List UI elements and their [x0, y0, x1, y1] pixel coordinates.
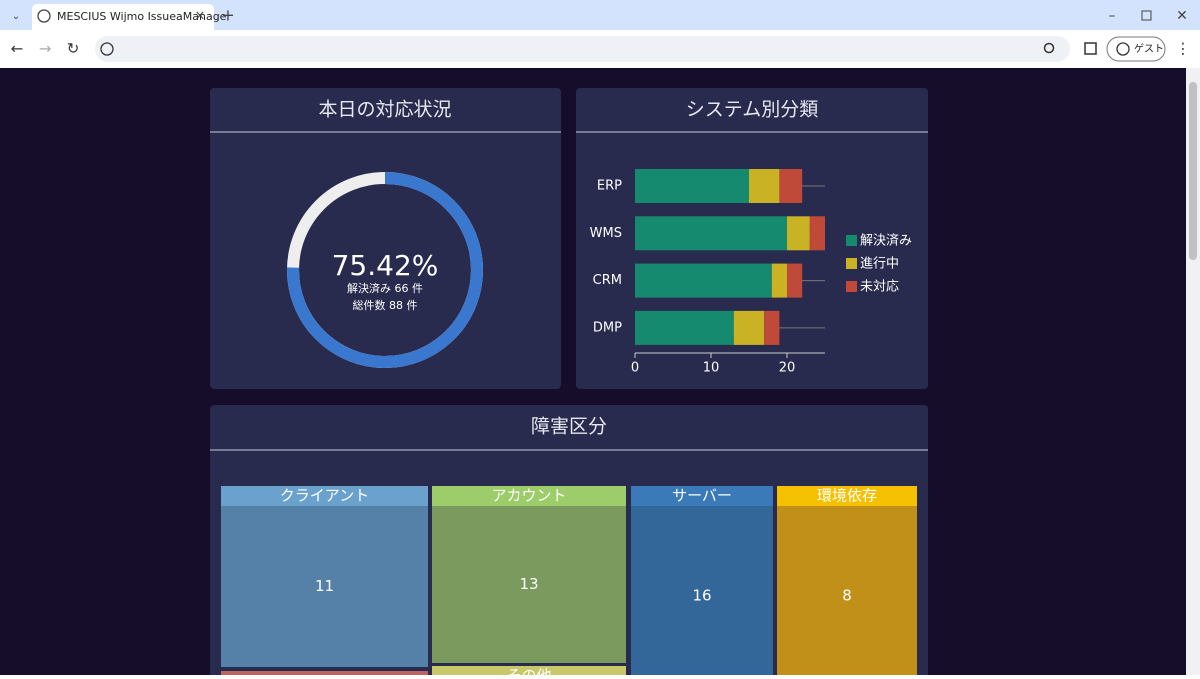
legend-label: 未対応: [860, 280, 899, 295]
treemap-value: 16: [692, 587, 711, 605]
bar-segment: [733, 310, 765, 345]
treemap-label: クライアント: [280, 487, 369, 505]
treemap-cell: [631, 506, 773, 679]
site-info[interactable]: [100, 42, 114, 56]
y-tick-label: DMP: [593, 320, 622, 335]
treemap-value: 8: [842, 587, 852, 605]
new-tab[interactable]: +: [221, 6, 234, 25]
forward[interactable]: →: [39, 40, 52, 58]
treemap-header: [221, 671, 428, 679]
back[interactable]: ←: [11, 40, 24, 58]
panel: [210, 88, 561, 389]
menu[interactable]: ⋮: [1176, 40, 1191, 58]
donut-arc: [287, 172, 483, 368]
minimize[interactable]: –: [1109, 8, 1116, 24]
treemap-value: 11: [315, 577, 334, 595]
reload[interactable]: ↻: [67, 40, 80, 58]
bar-segment: [779, 169, 803, 203]
treemap-header: [777, 486, 917, 506]
treemap-cell: [777, 506, 917, 679]
treemap-label: サーバー: [672, 487, 732, 505]
bar-segment: [787, 263, 803, 298]
panel-title: 障害区分: [531, 416, 607, 438]
legend-label: 進行中: [860, 257, 899, 272]
profile-label[interactable]: ゲスト: [1134, 43, 1164, 55]
close-tab[interactable]: ×: [195, 9, 206, 24]
panel-title: 本日の対応状況: [318, 99, 451, 121]
bar-segment: [771, 263, 787, 298]
x-tick-label: 0: [631, 361, 639, 376]
treemap-header: [432, 486, 626, 506]
scroll-thumb[interactable]: [1189, 82, 1197, 260]
bar-segment: [635, 169, 749, 203]
y-tick-label: ERP: [597, 179, 622, 194]
treemap-label: その他: [506, 667, 551, 676]
bar-segment: [635, 216, 787, 251]
side-panel[interactable]: [1084, 42, 1097, 55]
treemap-header: [631, 486, 773, 506]
x-tick-label: 20: [779, 361, 796, 376]
bar-segment: [787, 216, 810, 251]
close-window[interactable]: ✕: [1176, 8, 1188, 24]
treemap-label: 環境依存: [817, 487, 877, 505]
profile-icon: [1116, 42, 1130, 56]
zoom-icon[interactable]: [1043, 42, 1055, 54]
y-tick-label: WMS: [590, 226, 622, 241]
active-tab[interactable]: [32, 4, 214, 30]
legend-swatch: [846, 281, 857, 292]
bar-segment: [635, 310, 734, 345]
panel-title: システム別分類: [686, 99, 818, 121]
bar-segment: [764, 310, 780, 345]
legend-swatch: [846, 258, 857, 269]
tab-menu[interactable]: ⌄: [12, 11, 20, 22]
tab-title[interactable]: MESCIUS Wijmo IssueaManage: [57, 10, 227, 23]
legend-label: 解決済み: [860, 233, 912, 249]
treemap-value: 13: [519, 575, 538, 593]
x-tick-label: 10: [703, 361, 720, 376]
treemap-cell: [432, 506, 626, 663]
donut-value: 75.42%: [332, 249, 439, 282]
address-bar[interactable]: [95, 36, 1070, 62]
y-tick-label: CRM: [593, 273, 622, 288]
treemap-label: アカウント: [491, 487, 566, 505]
treemap-header: [221, 486, 428, 506]
bar-segment: [749, 169, 780, 203]
bar-segment: [635, 263, 772, 298]
donut-note: 解決済み 66 件: [347, 281, 423, 295]
favicon: [37, 9, 51, 23]
legend-swatch: [846, 235, 857, 246]
donut-note: 総件数 88 件: [353, 298, 418, 312]
bar-segment: [809, 216, 825, 251]
treemap-cell: [221, 506, 428, 667]
maximize[interactable]: [1141, 10, 1152, 21]
